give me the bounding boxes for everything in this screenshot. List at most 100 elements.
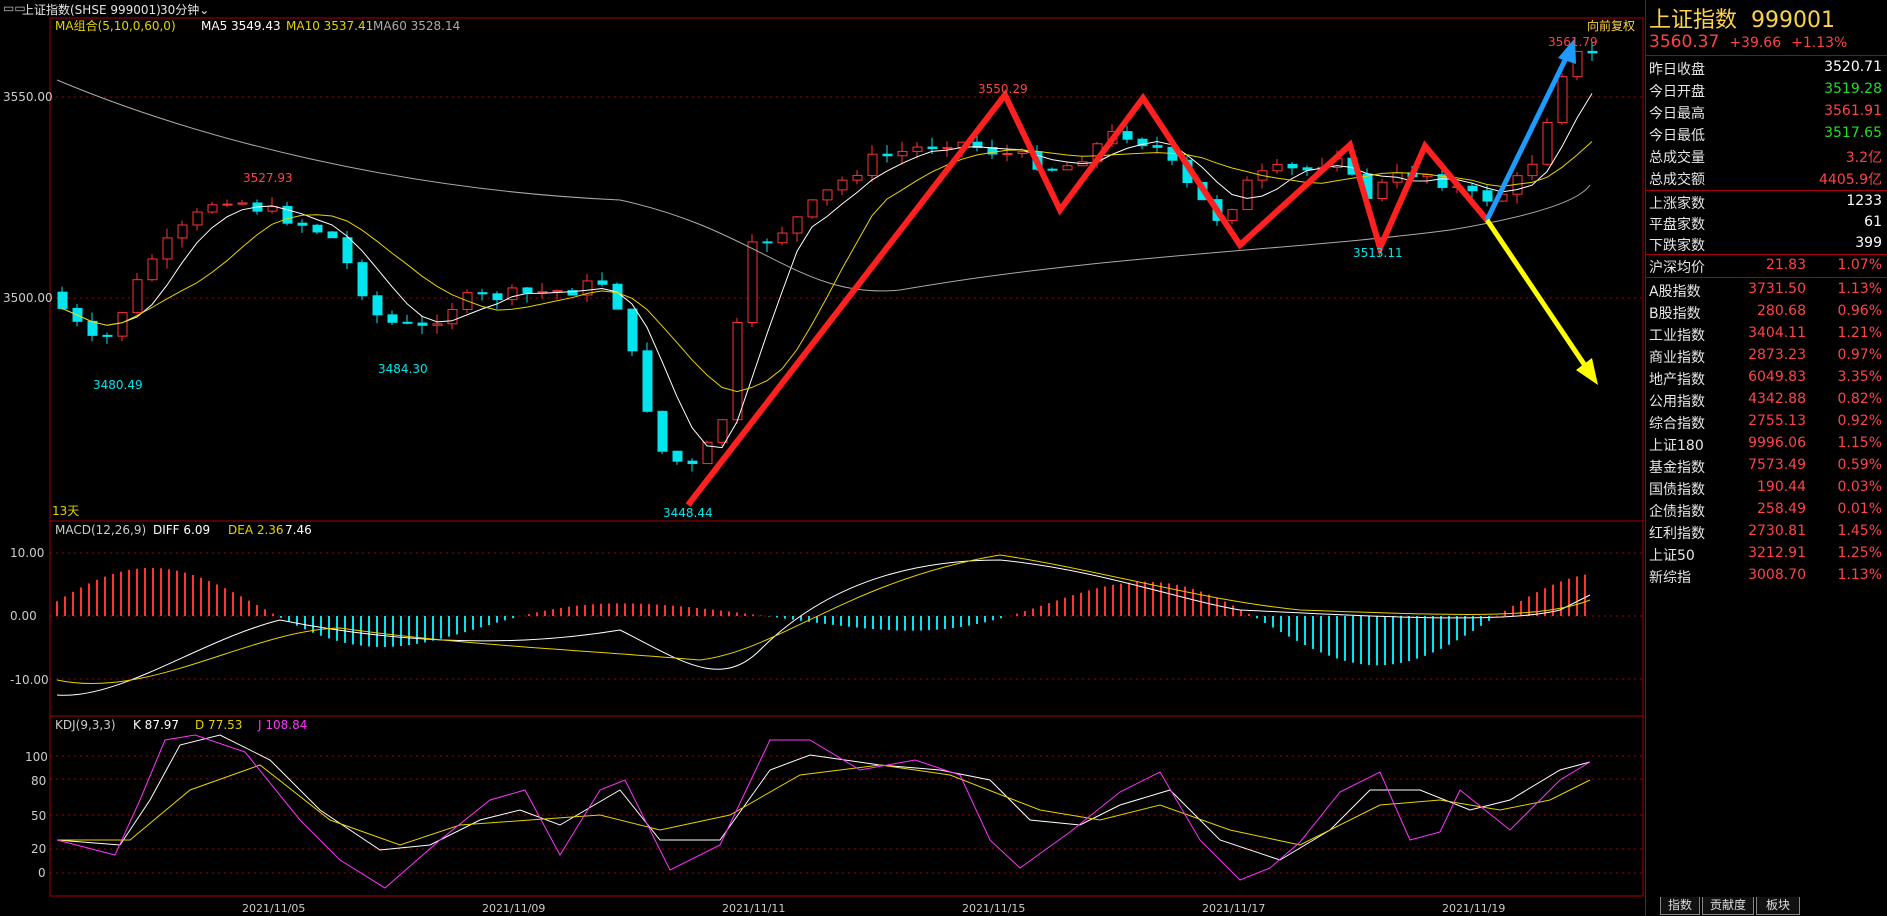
index-value: 7573.49 — [1748, 457, 1806, 473]
index-label: 综合指数 — [1649, 416, 1705, 432]
window-toggle-icon[interactable]: ▭▭ — [3, 1, 26, 15]
candle-body — [162, 237, 173, 260]
index-pct: 0.97% — [1837, 347, 1882, 363]
macd-diff: DIFF 6.09 — [153, 523, 210, 537]
blue-arrow-line[interactable] — [1484, 54, 1570, 222]
candle-body — [327, 231, 338, 239]
index-row[interactable]: 商业指数 2873.23 0.97% — [1646, 345, 1887, 367]
breadth-row: 平盘家数 61 — [1646, 212, 1887, 234]
candle-body — [1587, 50, 1598, 54]
candle-body — [732, 322, 743, 421]
red-trend-line[interactable] — [685, 89, 1490, 507]
kdj-j-line — [56, 734, 1591, 889]
stat-value: 3519.28 — [1824, 81, 1882, 97]
ma-combo-title[interactable]: MA组合(5,10,0,60,0) — [55, 18, 176, 33]
index-row[interactable]: 综合指数 2755.13 0.92% — [1646, 411, 1887, 433]
x-tick-1117: 2021/11/17 — [1202, 902, 1265, 915]
candle-body — [357, 262, 368, 297]
candle-body — [927, 146, 938, 150]
candle-body — [1437, 174, 1448, 188]
user-drawn-lines[interactable] — [685, 38, 1598, 507]
candle-body — [522, 287, 533, 294]
divider — [1646, 55, 1887, 56]
index-value: 2730.81 — [1748, 523, 1806, 539]
candle-body — [1302, 167, 1313, 171]
candle-body — [102, 334, 113, 337]
stat-row: 今日开盘 3519.28 — [1646, 79, 1887, 101]
y-tick-3550: 3550.00 — [3, 90, 53, 104]
index-row[interactable]: 新综指 3008.70 1.13% — [1646, 565, 1887, 587]
stat-label: 今日开盘 — [1649, 84, 1705, 100]
price-change: +39.66 — [1729, 35, 1782, 51]
index-row[interactable]: 工业指数 3404.11 1.21% — [1646, 323, 1887, 345]
annotation-high-2: 3550.29 — [978, 82, 1028, 96]
candle-body — [1287, 163, 1298, 169]
index-code: 999001 — [1751, 8, 1835, 33]
index-row[interactable]: 上证180 9996.06 1.15% — [1646, 433, 1887, 455]
side-tab[interactable]: 贡献度 — [1702, 897, 1754, 915]
kdj-lines — [56, 734, 1591, 889]
index-pct: 0.01% — [1837, 501, 1882, 517]
index-label: A股指数 — [1649, 284, 1701, 300]
index-label: 基金指数 — [1649, 460, 1705, 476]
candle-body — [192, 211, 203, 226]
index-label: 企债指数 — [1649, 504, 1705, 520]
kdj-j: J 108.84 — [257, 718, 307, 732]
price-change-pct: +1.13% — [1791, 35, 1848, 51]
index-label: 上证50 — [1649, 548, 1695, 564]
candle-body — [342, 237, 353, 264]
stat-label: 今日最低 — [1649, 128, 1705, 144]
candle-body — [1152, 145, 1163, 148]
candle-body — [297, 222, 308, 226]
stat-value: 3517.65 — [1824, 125, 1882, 141]
index-row[interactable]: 红利指数 2730.81 1.45% — [1646, 521, 1887, 543]
candle-body — [222, 203, 233, 206]
candle-body — [972, 141, 983, 149]
annotation-low-4: 3513.11 — [1353, 246, 1403, 260]
index-label: B股指数 — [1649, 306, 1701, 322]
restore-button[interactable]: 向前复权 — [1587, 18, 1635, 33]
index-row[interactable]: 企债指数 258.49 0.01% — [1646, 499, 1887, 521]
index-pct: 0.82% — [1837, 391, 1882, 407]
index-row[interactable]: 基金指数 7573.49 0.59% — [1646, 455, 1887, 477]
kdj-d-line — [57, 764, 1591, 846]
candle-body — [1047, 168, 1058, 171]
index-row[interactable]: A股指数 3731.50 1.13% — [1646, 279, 1887, 301]
candle-body — [687, 460, 698, 465]
macd-title[interactable]: MACD(12,26,9) — [55, 523, 146, 537]
candle-body — [117, 312, 128, 337]
annotation-low-2: 3484.30 — [378, 362, 428, 376]
index-value: 3404.11 — [1748, 325, 1806, 341]
ma-line — [61, 93, 1593, 449]
security-title[interactable]: 上证指数(SHSE 999001) — [22, 3, 161, 17]
period-selector[interactable]: 30分钟⌄ — [160, 1, 209, 18]
yellow-arrow-line[interactable] — [1484, 218, 1591, 372]
ma60-legend: MA60 3528.14 — [373, 19, 460, 33]
kdj-title[interactable]: KDJ(9,3,3) — [55, 718, 116, 732]
index-row[interactable]: 公用指数 4342.88 0.82% — [1646, 389, 1887, 411]
candle-body — [147, 258, 158, 281]
candle-body — [477, 292, 488, 295]
chart-canvas[interactable]: MA组合(5,10,0,60,0) MA5 3549.43 MA10 3537.… — [0, 0, 1645, 916]
annotation-high-1: 3527.93 — [243, 171, 293, 185]
ma10-legend: MA10 3537.41 — [286, 19, 373, 33]
candle-body — [822, 189, 833, 201]
candle-body — [882, 153, 893, 157]
candle-body — [1242, 179, 1253, 211]
index-pct: 0.96% — [1837, 303, 1882, 319]
index-row[interactable]: B股指数 280.68 0.96% — [1646, 301, 1887, 323]
stat-label: 总成交量 — [1649, 150, 1705, 166]
stat-row: 昨日收盘 3520.71 — [1646, 57, 1887, 79]
avg-price-row: 沪深均价 21.83 1.07% — [1646, 255, 1887, 277]
side-tab[interactable]: 板块 — [1756, 897, 1800, 915]
index-row[interactable]: 地产指数 6049.83 3.35% — [1646, 367, 1887, 389]
index-value: 9996.06 — [1748, 435, 1806, 451]
index-label: 新综指 — [1649, 570, 1691, 586]
breadth-label: 平盘家数 — [1649, 217, 1705, 233]
index-row[interactable]: 上证50 3212.91 1.25% — [1646, 543, 1887, 565]
candle-body — [87, 320, 98, 336]
candle-body — [942, 147, 953, 150]
index-row[interactable]: 国债指数 190.44 0.03% — [1646, 477, 1887, 499]
candle-body — [387, 314, 398, 323]
side-tab[interactable]: 指数 — [1660, 897, 1700, 915]
